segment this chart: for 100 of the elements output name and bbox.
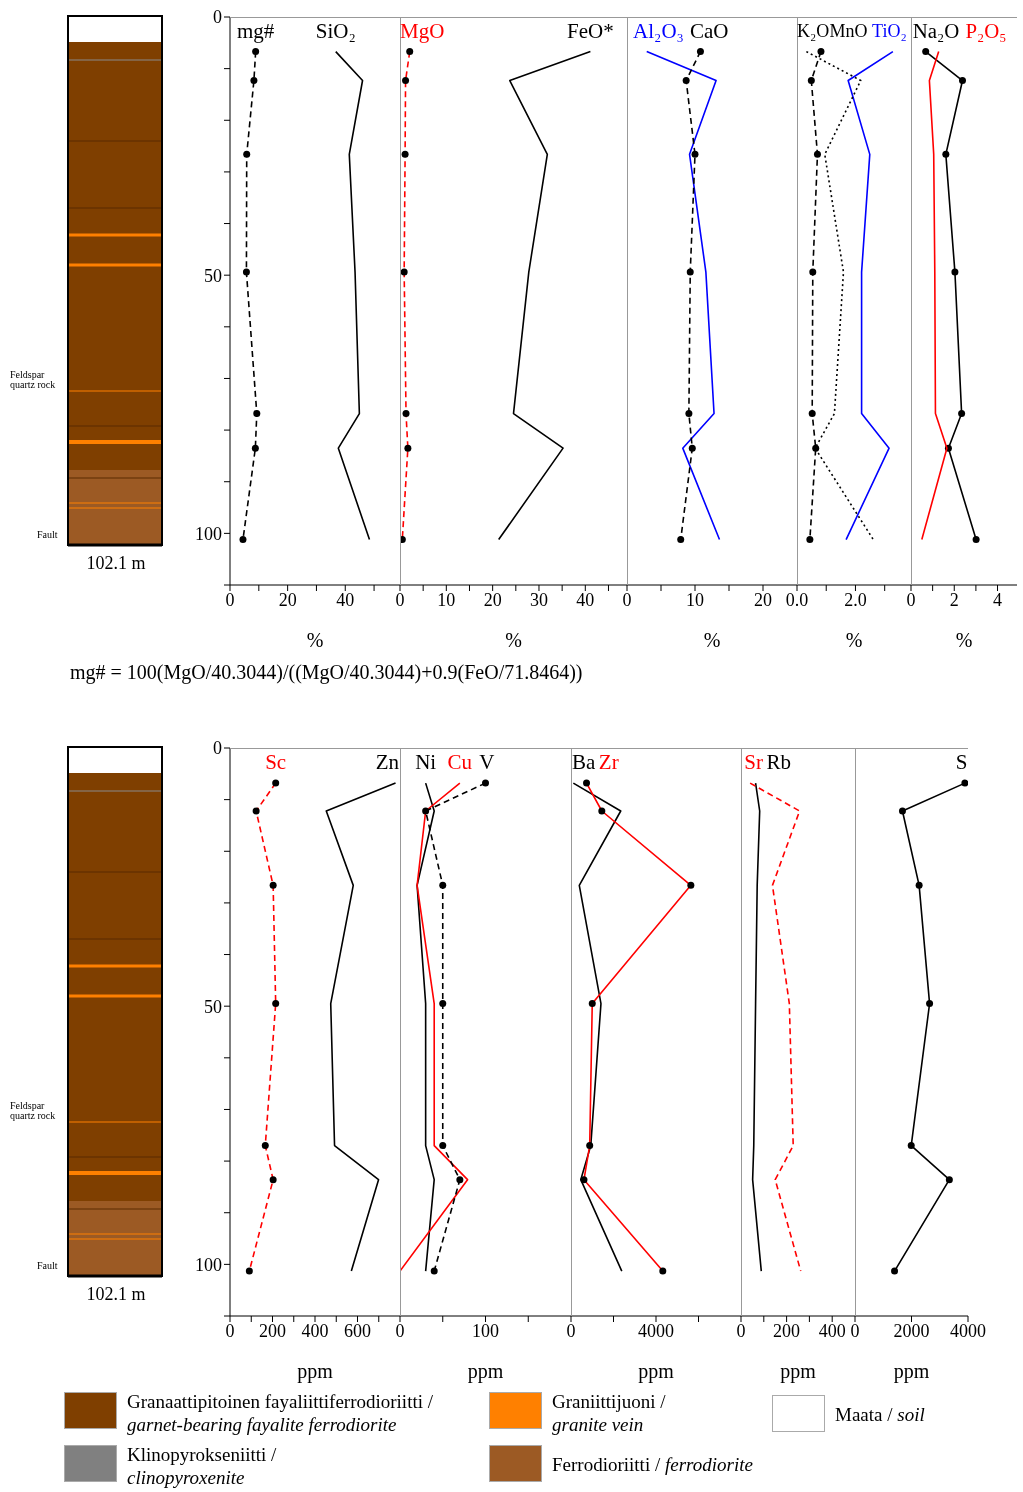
x-tick-label: 4: [993, 589, 1003, 610]
series-label: MnO: [829, 20, 868, 43]
text: Maata / soil: [835, 1403, 925, 1426]
series-label: CaO: [690, 19, 729, 43]
point: [439, 1142, 447, 1150]
x-tick-label: 0.0: [785, 589, 809, 610]
series-label: mg#: [236, 19, 275, 43]
x-tick-label: 0: [850, 1320, 860, 1341]
point: [926, 1000, 934, 1008]
series-label: MgO: [400, 19, 445, 43]
text: Granaattipitoinen fayaliittiferrodioriitti / garnet-bearing fayalite ferrodiorite: [127, 1390, 434, 1436]
series-label: S: [955, 750, 968, 774]
point: [945, 1176, 953, 1184]
point: [691, 150, 699, 158]
point: [439, 881, 447, 889]
point: [898, 807, 906, 815]
point: [682, 77, 690, 85]
point: [891, 1267, 899, 1275]
point: [817, 48, 825, 56]
x-tick-label: 100: [472, 1320, 499, 1341]
y-tick-label: 50: [204, 996, 222, 1017]
point: [456, 1176, 464, 1184]
point: [688, 444, 696, 452]
x-axis-title: %: [505, 629, 522, 651]
text: 102.1 m: [85, 1284, 147, 1305]
x-tick-label: 4000: [950, 1320, 986, 1341]
series-label: Rb: [766, 750, 792, 774]
x-axis-title: %: [955, 629, 973, 651]
series-label: K₂O: [797, 20, 830, 43]
x-tick-label: 400: [818, 1320, 846, 1341]
series-label: Zr: [597, 750, 620, 774]
x-tick-label: 0: [395, 1320, 405, 1341]
text: Graniittijuoni / granite vein: [552, 1390, 666, 1436]
text: Fault: [37, 529, 58, 540]
x-tick-label: 2.0: [844, 589, 867, 610]
series-label: Sr: [743, 750, 764, 774]
series-label: SiO₂: [314, 19, 357, 43]
x-axis-title: %: [306, 629, 324, 651]
point: [922, 48, 930, 56]
point: [685, 410, 693, 418]
x-tick-label: 200: [773, 1320, 801, 1341]
x-tick-label: 10: [437, 589, 456, 610]
x-tick-label: 30: [529, 589, 548, 610]
text: 102.1 m: [85, 553, 147, 574]
point: [951, 268, 959, 276]
point: [439, 1000, 447, 1008]
x-tick-label: 40: [576, 589, 595, 610]
x-tick-label: 0: [736, 1320, 746, 1341]
point: [907, 1142, 915, 1150]
point: [586, 1142, 594, 1150]
x-tick-label: 4000: [638, 1320, 674, 1341]
point: [812, 444, 820, 452]
x-tick-label: 400: [301, 1320, 329, 1341]
series-label: P₂O₅: [964, 19, 1008, 43]
series-label: Ba: [571, 750, 597, 774]
point: [958, 77, 966, 85]
point: [808, 410, 816, 418]
text: Ferrodioriitti / ferrodiorite: [552, 1453, 753, 1476]
series-label: Ni: [414, 750, 438, 774]
point: [958, 410, 966, 418]
x-axis-title: %: [845, 629, 863, 651]
x-tick-label: 0: [906, 589, 916, 610]
series-label: Na₂O: [911, 19, 961, 43]
x-tick-label: 10: [686, 589, 704, 610]
x-tick-label: 600: [344, 1320, 371, 1341]
text: mg# = 100(MgO/40.3044)/((MgO/40.3044)+0.9(FeO/71.8464)): [70, 661, 583, 684]
text: Feldspar quartz rock: [10, 1100, 57, 1121]
point: [482, 779, 489, 787]
text: Feldspar quartz rock: [10, 369, 57, 390]
point: [686, 268, 694, 276]
x-axis-title: ppm: [638, 1360, 675, 1383]
x-axis-title: ppm: [297, 1360, 334, 1383]
x-tick-label: 0: [566, 1320, 576, 1341]
x-tick-label: 0: [622, 589, 632, 610]
point: [806, 536, 814, 544]
x-tick-label: 2000: [893, 1320, 930, 1341]
y-tick-label: 100: [195, 1254, 222, 1275]
y-tick-label: 0: [213, 738, 222, 759]
x-axis-title: ppm: [467, 1360, 504, 1383]
point: [696, 48, 704, 56]
y-tick-label: 100: [195, 523, 222, 544]
x-tick-label: 0: [395, 589, 405, 610]
x-tick-label: 2: [949, 589, 959, 610]
y-tick-label: 50: [204, 265, 222, 286]
x-axis-title: %: [703, 629, 721, 651]
point: [915, 881, 923, 889]
series-label: Al₂O₃: [632, 19, 685, 43]
series-label: Zn: [374, 750, 400, 774]
point: [809, 268, 817, 276]
x-tick-label: 20: [483, 589, 502, 610]
point: [807, 77, 815, 85]
x-tick-label: 20: [754, 589, 772, 610]
series-label: TiO₂: [871, 20, 908, 43]
text: Klinopyrokseniitti / clinopyroxenite: [127, 1443, 277, 1489]
y-tick-label: 0: [213, 7, 222, 28]
x-axis-title: ppm: [780, 1360, 817, 1383]
series-label: Cu: [447, 750, 473, 774]
text: Fault: [37, 1260, 58, 1271]
series-label: Sc: [264, 750, 288, 774]
point: [961, 779, 968, 787]
